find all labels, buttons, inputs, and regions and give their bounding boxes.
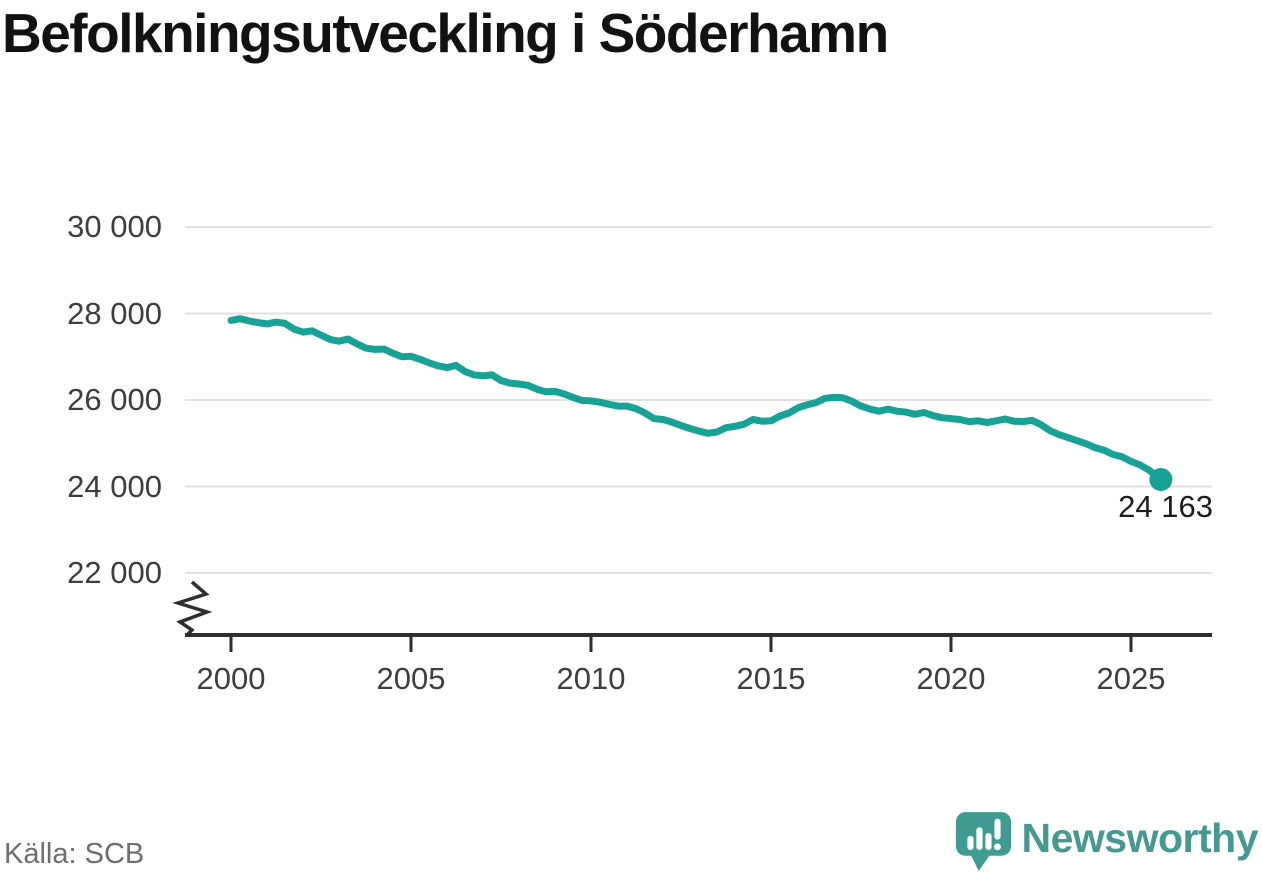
- newsworthy-logo-icon: [955, 812, 1011, 871]
- y-axis-tick-label: 24 000: [67, 468, 162, 504]
- y-axis-tick-label: 22 000: [67, 555, 162, 590]
- x-axis-tick-label: 2005: [376, 661, 446, 696]
- x-axis-tick-label: 2025: [1096, 661, 1166, 696]
- brand-logo: Newsworthy: [955, 811, 1259, 873]
- latest-value-dot: [1149, 467, 1173, 491]
- population-series-line: [227, 315, 1165, 483]
- x-axis-tick-label: 2015: [736, 661, 806, 696]
- y-axis-tick-label: 30 000: [67, 209, 162, 244]
- y-axis-tick-label: 26 000: [67, 382, 162, 417]
- y-axis-tick-label: 28 000: [67, 295, 162, 331]
- x-axis-tick-label: 2010: [556, 661, 626, 696]
- x-axis-tick-label: 2020: [916, 661, 986, 696]
- latest-value-label: 24 163: [1118, 489, 1213, 524]
- source-note: Källa: SCB: [4, 838, 145, 870]
- brand-wordmark: Newsworthy: [1021, 814, 1259, 861]
- chart-title: Befolkningsutveckling i Söderhamn: [2, 2, 889, 64]
- y-axis-break-icon: [172, 580, 213, 637]
- x-axis-tick-label: 2000: [196, 661, 266, 696]
